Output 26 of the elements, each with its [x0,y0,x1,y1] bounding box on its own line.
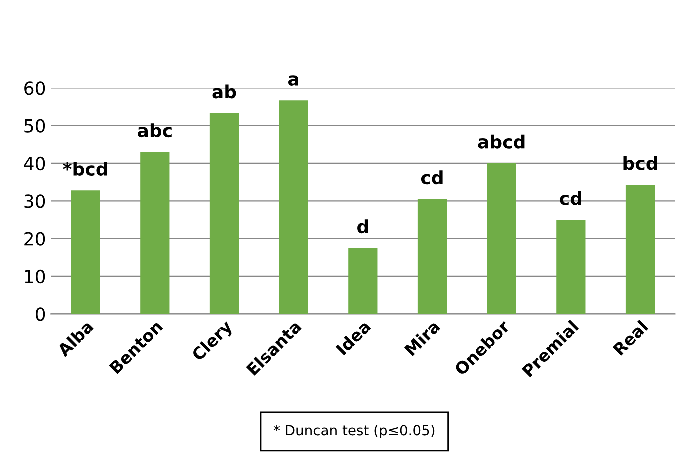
data-label: cd [421,170,443,185]
data-label: d [358,220,368,234]
data-label: ab [212,84,236,99]
bar [210,113,240,314]
y-tick-label: 10 [25,270,46,284]
y-tick-label: 60 [24,82,46,96]
bar [626,184,656,314]
y-tick-label: 50 [24,119,46,133]
y-tick-label: 0 [36,308,46,322]
y-tick-label: 30 [24,194,46,208]
bar [418,199,448,314]
data-label: cd [560,191,582,206]
bar [279,100,308,314]
bar [487,163,516,314]
bar [556,220,586,314]
bar [71,190,100,314]
text: * Duncan test (p≤0.05) [274,424,435,438]
data-label: abc [138,124,172,138]
bar [140,152,170,314]
y-tick-label: 20 [24,232,46,246]
bar [348,248,378,314]
data-label: abcd [478,134,525,149]
y-tick-label: 40 [24,156,46,171]
data-label: *bcd [63,162,108,176]
data-label: bcd [624,156,658,170]
data-label: a [288,76,298,86]
